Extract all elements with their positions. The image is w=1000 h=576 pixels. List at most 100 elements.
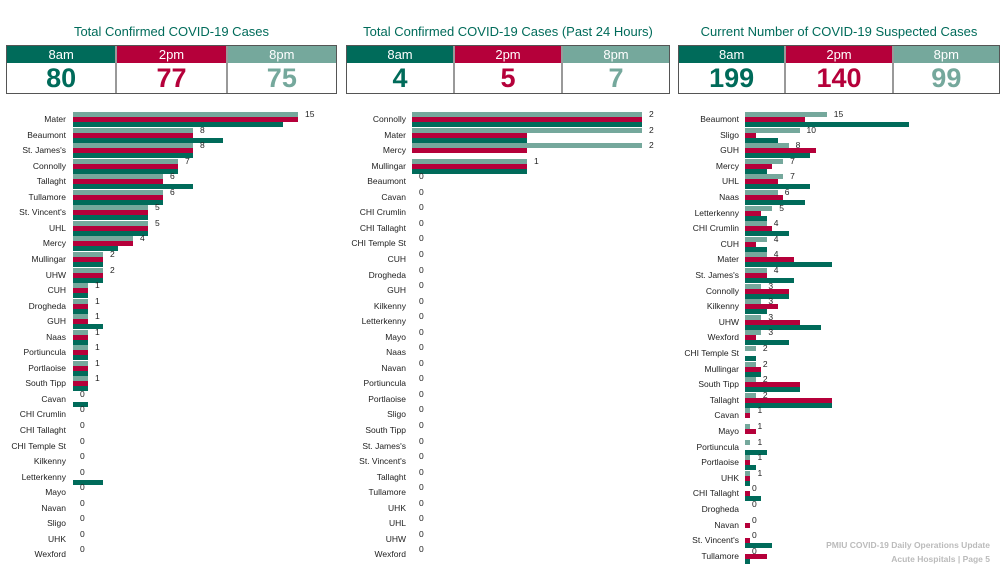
bar-row: Cavan 0	[6, 389, 337, 407]
bar-8pm	[412, 112, 642, 117]
bar-8pm	[745, 299, 762, 305]
bar-8am	[745, 215, 767, 221]
value-label: 0	[419, 171, 424, 182]
bar-8am	[73, 215, 148, 221]
value-label: 5	[155, 202, 160, 213]
bar-row: Mullingar 2	[678, 359, 1000, 377]
value-label: 0	[419, 388, 424, 399]
value-label: 0	[419, 186, 424, 197]
value-label: 0	[419, 264, 424, 275]
bar-row: Portiuncula 0	[346, 373, 670, 391]
value-label: 3	[768, 327, 774, 338]
bar-2pm	[745, 117, 805, 122]
bar-2pm	[745, 288, 789, 294]
value-label: 0	[80, 404, 85, 415]
category-label: CHI Temple St	[351, 238, 406, 249]
kpi-value: 7	[608, 63, 624, 93]
value-label: 15	[833, 109, 844, 119]
bar-2pm	[73, 319, 88, 325]
chart-title: Total Confirmed COVID-19 Cases (Past 24 …	[363, 24, 653, 39]
bar-row: Mater 2	[346, 125, 670, 143]
bar-8am	[412, 122, 642, 127]
kpi-label: 8am	[7, 46, 116, 63]
bar-row: Mayo 0	[6, 482, 337, 500]
bar-row: GUH 1	[6, 311, 337, 330]
bar-8am	[745, 496, 762, 502]
value-label: 4	[140, 233, 145, 244]
bar-row: Beaumont 0	[346, 171, 670, 189]
category-label: UHK	[721, 472, 739, 483]
bar-row: Naas 6	[678, 187, 1000, 205]
value-label: 6	[170, 171, 175, 182]
value-label: 0	[752, 514, 757, 525]
value-label: 0	[419, 544, 424, 555]
category-label: Mayo	[718, 426, 739, 436]
panel-total-confirmed: Total Confirmed COVID-19 Cases 8am 80 2pm 77…	[6, 0, 337, 576]
bar-row: Mullingar 2	[6, 249, 337, 267]
bar-row: CHI Tallaght 0	[678, 483, 1000, 502]
category-label: Letterkenny	[361, 316, 406, 327]
category-label: Mullingar	[704, 363, 740, 374]
bar-8pm	[73, 314, 88, 320]
kpi-label: 8pm	[563, 46, 669, 63]
bar-8am	[745, 324, 822, 330]
value-label: 0	[419, 404, 424, 415]
bar-row: St. Vincent's 0	[346, 451, 670, 469]
bar-row: Tullamore 0	[346, 482, 670, 500]
category-label: Mayo	[385, 331, 406, 342]
bar-row: Letterkenny 0	[346, 311, 670, 329]
bar-2pm	[412, 163, 527, 169]
bar-row: Beaumont 15	[678, 109, 1000, 127]
bar-2pm	[73, 210, 148, 216]
bar-2pm	[745, 475, 751, 481]
value-label: 5	[155, 217, 160, 228]
bar-8am	[73, 246, 118, 252]
bar-8pm	[745, 392, 756, 398]
bar-8pm	[745, 361, 756, 367]
bar-row: Mercy 2	[346, 140, 670, 158]
bar-row: Tallaght 6	[6, 171, 337, 190]
category-label: Naas	[719, 192, 739, 202]
category-label: Cavan	[381, 191, 406, 202]
value-label: 3	[768, 311, 774, 322]
bar-8am	[745, 122, 909, 127]
kpi-8pm: 8pm 75	[227, 46, 336, 93]
category-label: Connolly	[372, 114, 406, 124]
bar-2pm	[745, 195, 784, 200]
bar-2pm	[745, 553, 767, 559]
category-label: Wexford	[707, 332, 740, 343]
bar-8pm	[745, 112, 827, 117]
bar-row: Kilkenny 0	[346, 296, 670, 314]
bar-8pm	[73, 329, 88, 335]
category-label: Sligo	[720, 129, 739, 140]
value-label: 0	[419, 497, 424, 508]
category-label: UHK	[388, 502, 406, 513]
value-label: 2	[649, 140, 654, 151]
bar-2pm	[745, 460, 751, 466]
bar-row: CHI Temple St 0	[6, 435, 337, 454]
bar-2pm	[73, 365, 88, 371]
value-label: 0	[80, 482, 85, 493]
category-label: Wexford	[34, 549, 67, 560]
category-label: South Tipp	[25, 378, 66, 389]
value-label: 0	[80, 435, 85, 446]
category-label: Sligo	[47, 518, 66, 529]
category-label: Tullamore	[28, 191, 66, 202]
bar-8pm	[73, 143, 193, 149]
category-label: UHW	[718, 316, 739, 327]
value-label: 1	[95, 373, 100, 384]
bar-2pm	[745, 538, 751, 544]
category-label: St. James's	[695, 270, 739, 280]
bar-row: Kilkenny 0	[6, 451, 337, 469]
category-label: UHL	[388, 518, 406, 529]
bar-8pm	[73, 251, 103, 257]
kpi-strip: 8am 80 2pm 77 8pm 75	[6, 45, 337, 94]
category-label: South Tipp	[698, 379, 739, 390]
value-label: 8	[200, 124, 205, 135]
bar-2pm	[745, 257, 795, 263]
bar-row: Naas 1	[6, 327, 337, 345]
bar-8pm	[745, 236, 767, 242]
bar-row: Portlaoise 1	[678, 452, 1000, 471]
value-label: 0	[419, 451, 424, 462]
category-label: St. Vincent's	[692, 535, 739, 546]
